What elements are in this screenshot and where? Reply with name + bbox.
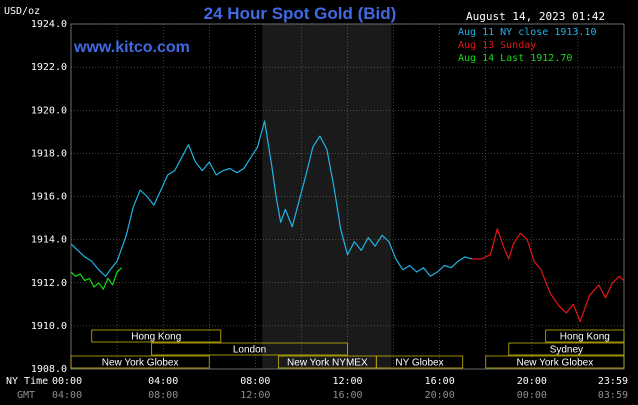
market-session-label: Hong Kong — [131, 332, 181, 343]
series-line-2 — [70, 267, 123, 290]
gmt-label: GMT — [17, 390, 35, 401]
x-tick-label-gmt: 16:00 — [332, 390, 362, 401]
x-tick-label-gmt: 00:00 — [517, 390, 547, 401]
unit-label: USD/oz — [4, 6, 40, 17]
market-session-box: Hong Kong — [91, 329, 222, 343]
plot-border — [70, 23, 625, 370]
market-session-label: NY Globex — [395, 358, 443, 369]
y-tick-label: 1924.0 — [31, 19, 67, 30]
series-line-1 — [471, 228, 625, 323]
y-tick-label: 1914.0 — [31, 235, 67, 246]
x-tick-label-gmt: 20:00 — [425, 390, 455, 401]
market-session-box: London — [151, 342, 348, 356]
x-tick-label-gmt: 03:59 — [598, 390, 628, 401]
x-tick-label-gmt: 12:00 — [240, 390, 270, 401]
market-session-label: New York Globex — [102, 358, 179, 369]
x-tick-label-ny: 00:00 — [52, 376, 82, 387]
x-tick-label-ny: 20:00 — [517, 376, 547, 387]
market-session-box: Hong Kong — [545, 329, 625, 343]
legend: Aug 11 NY close 1913.10 Aug 13 Sunday Au… — [458, 27, 596, 64]
market-session-box: New York Globex — [485, 355, 625, 369]
legend-item-aug14: Aug 14 Last 1912.70 — [458, 53, 572, 64]
x-tick-label-ny: 04:00 — [148, 376, 178, 387]
website-label[interactable]: www.kitco.com — [73, 39, 190, 56]
market-session-label: New York Globex — [517, 358, 594, 369]
y-tick-label: 1918.0 — [31, 148, 67, 159]
market-session-label: Hong Kong — [560, 332, 610, 343]
market-session-label: Sydney — [550, 345, 583, 356]
y-axis-ticks: 1924.0 1922.0 1920.0 1918.0 1916.0 1914.0 1912… — [31, 19, 67, 375]
chart-title: 24 Hour Spot Gold (Bid) — [204, 4, 397, 23]
market-session-box: Sydney — [508, 342, 625, 356]
market-session-box: New York NYMEX — [277, 355, 377, 369]
legend-item-aug11: Aug 11 NY close 1913.10 — [458, 27, 596, 38]
market-session-label: New York NYMEX — [287, 358, 368, 369]
legend-item-aug13: Aug 13 Sunday — [458, 40, 536, 51]
series-line-0 — [70, 120, 473, 277]
ny-time-label: NY Time — [6, 376, 48, 387]
y-tick-label: 1922.0 — [31, 62, 67, 73]
x-tick-label-ny: 16:00 — [425, 376, 455, 387]
market-sessions: Hong Kong London New York Globex New York N… — [70, 329, 625, 369]
x-tick-label-ny: 23:59 — [598, 376, 628, 387]
grid — [70, 23, 625, 370]
y-tick-label: 1908.0 — [31, 364, 67, 375]
y-tick-label: 1910.0 — [31, 321, 67, 332]
y-tick-label: 1912.0 — [31, 278, 67, 289]
x-tick-label-gmt: 04:00 — [52, 390, 82, 401]
x-axis-ticks: 00:00 04:00 04:00 08:00 08:00 12:00 12:00 16:00… — [52, 376, 628, 401]
x-tick-label-gmt: 08:00 — [148, 390, 178, 401]
market-session-box: New York Globex — [70, 355, 210, 369]
timestamp: August 14, 2023 01:42 — [466, 10, 605, 23]
y-tick-label: 1920.0 — [31, 105, 67, 116]
x-tick-label-ny: 12:00 — [332, 376, 362, 387]
market-session-label: London — [233, 345, 266, 356]
market-session-box: NY Globex — [375, 355, 464, 369]
y-tick-label: 1916.0 — [31, 192, 67, 203]
x-tick-label-ny: 08:00 — [240, 376, 270, 387]
series-lines — [70, 120, 625, 323]
